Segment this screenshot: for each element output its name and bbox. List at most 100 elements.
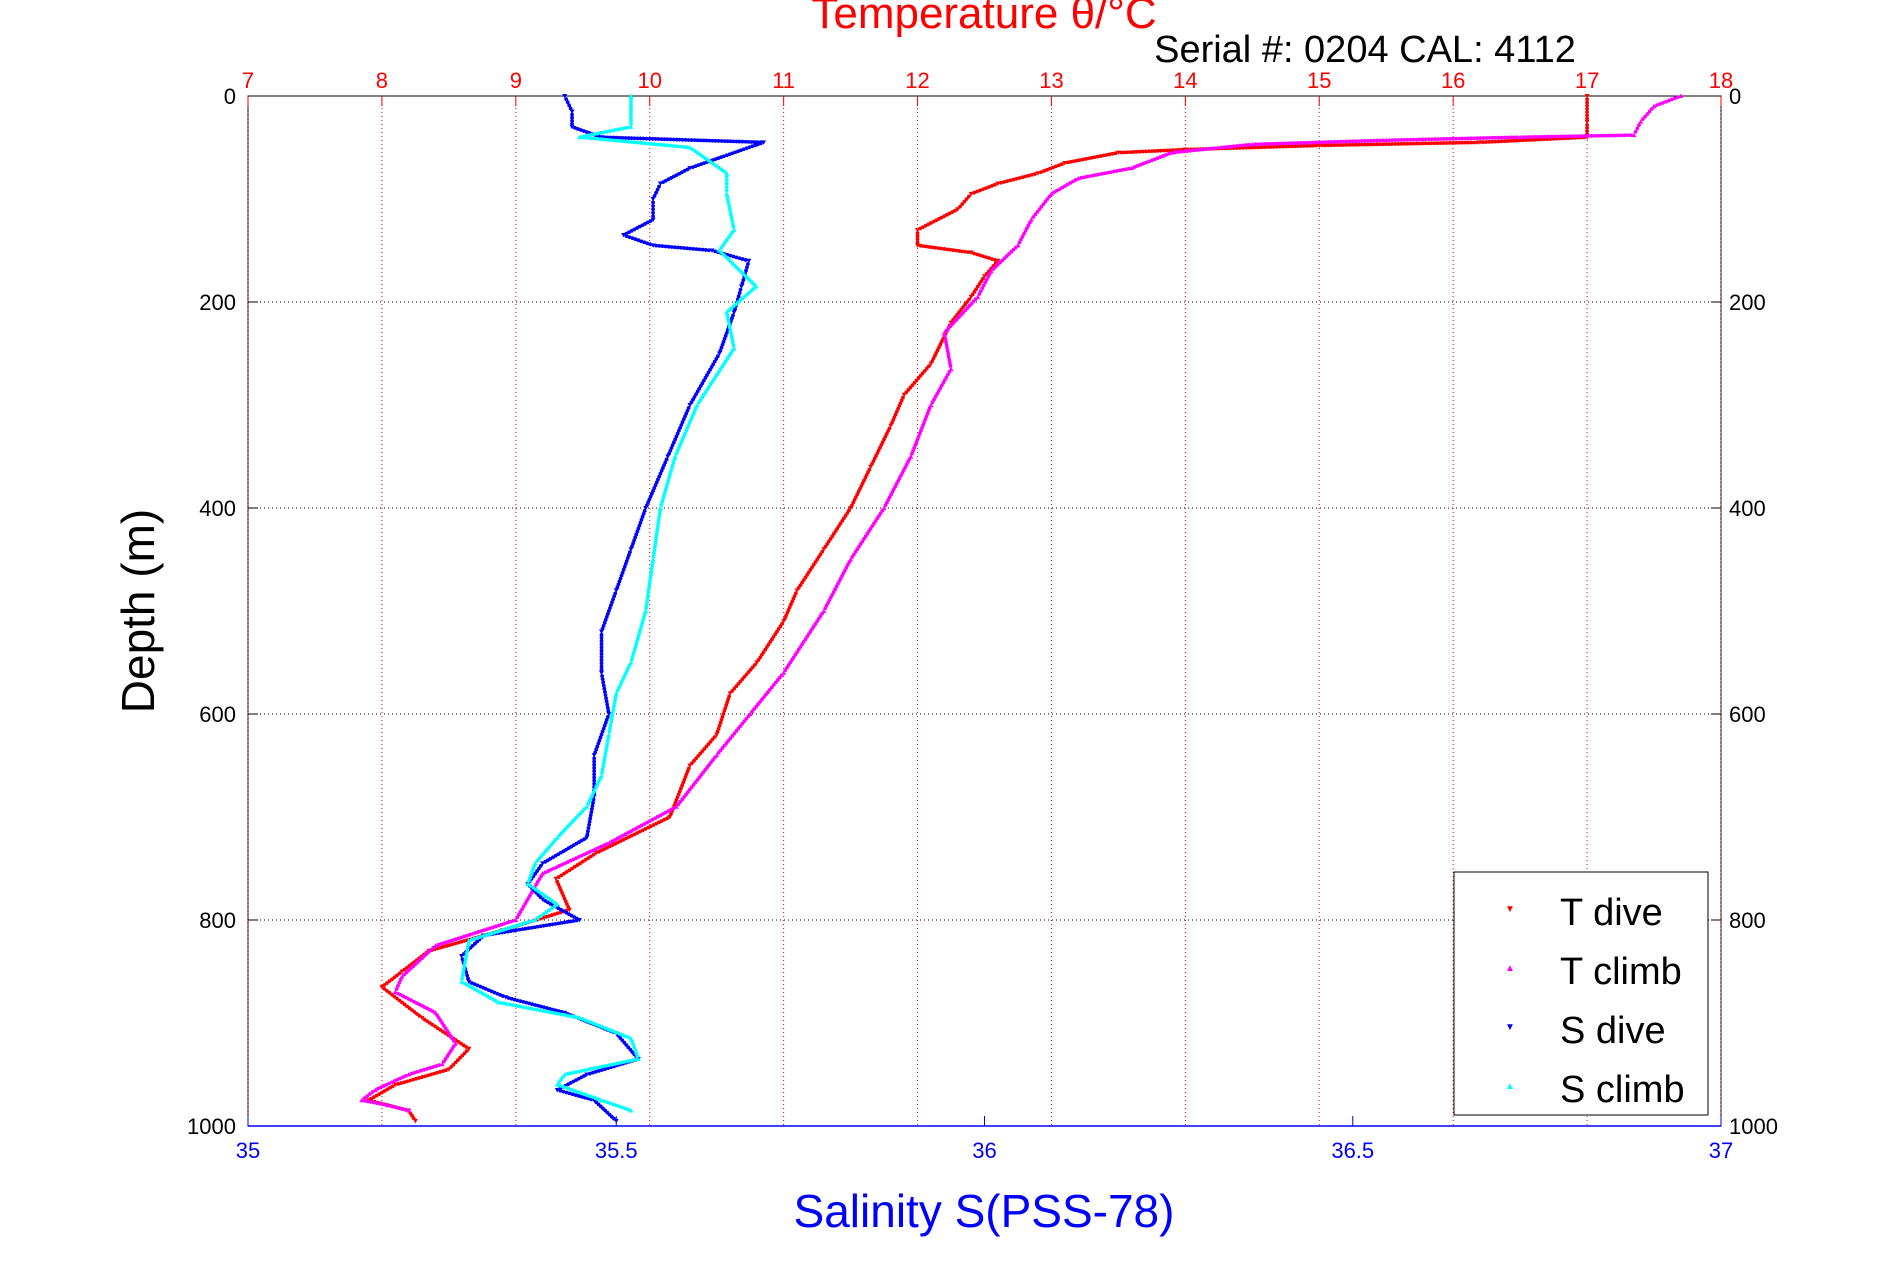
data-point — [1520, 138, 1525, 143]
data-point — [610, 839, 615, 844]
data-point — [417, 1076, 422, 1080]
data-point — [611, 707, 616, 712]
data-point — [926, 408, 931, 413]
data-point — [1471, 140, 1476, 145]
data-point — [986, 274, 991, 279]
data-point — [438, 1070, 442, 1074]
data-point — [553, 1008, 558, 1013]
data-point — [628, 547, 634, 552]
data-point — [505, 920, 510, 925]
data-point — [592, 756, 597, 761]
data-point — [960, 249, 965, 254]
data-point — [1387, 138, 1392, 143]
data-point — [570, 115, 574, 120]
data-point — [644, 136, 649, 141]
data-point — [915, 231, 920, 235]
data-point — [688, 246, 693, 251]
data-point — [606, 712, 612, 717]
data-point — [990, 183, 994, 188]
data-point — [634, 532, 639, 537]
data-point — [1664, 99, 1668, 104]
data-point — [629, 140, 634, 144]
data-point — [605, 702, 610, 707]
data-point — [529, 1006, 534, 1011]
data-point — [680, 137, 685, 142]
data-point — [605, 1100, 610, 1105]
data-point — [584, 130, 589, 134]
legend-label: T dive — [1560, 892, 1663, 934]
data-point — [396, 1106, 401, 1110]
data-point — [1329, 140, 1334, 144]
data-point — [620, 570, 625, 575]
data-point — [963, 249, 968, 254]
data-point — [727, 206, 732, 211]
data-point — [1598, 133, 1603, 138]
data-point — [602, 620, 607, 625]
legend-box — [1453, 871, 1709, 1116]
data-point — [967, 297, 972, 302]
data-point — [631, 651, 636, 656]
data-point — [482, 928, 487, 933]
data-point — [527, 1001, 532, 1006]
data-point — [727, 691, 733, 696]
data-point — [629, 121, 633, 126]
data-point — [415, 1069, 420, 1074]
data-point — [573, 126, 577, 130]
data-point — [936, 246, 941, 251]
data-point — [665, 481, 670, 486]
data-point — [1441, 141, 1446, 145]
data-point — [453, 941, 458, 946]
data-point — [678, 144, 683, 149]
data-point — [374, 1101, 379, 1106]
data-point — [602, 723, 607, 728]
data-point — [655, 530, 659, 535]
data-point — [695, 151, 700, 155]
data-point — [632, 538, 637, 543]
data-point — [447, 943, 452, 948]
data-point — [608, 726, 612, 731]
data-point — [930, 400, 935, 405]
data-point — [1158, 155, 1163, 159]
data-point — [659, 137, 664, 142]
data-point — [669, 446, 674, 450]
data-point — [613, 694, 618, 699]
data-point — [601, 761, 606, 766]
data-point — [523, 926, 528, 931]
data-point — [1366, 138, 1370, 143]
data-point — [379, 984, 385, 990]
data-point — [530, 918, 535, 923]
data-point — [729, 215, 734, 220]
data-point — [1326, 140, 1331, 144]
data-point — [438, 945, 443, 950]
data-point — [948, 364, 953, 368]
data-point — [1459, 140, 1464, 145]
data-point — [1356, 139, 1361, 144]
data-point — [499, 1001, 504, 1005]
data-point — [1496, 139, 1501, 144]
data-point — [730, 340, 735, 345]
data-point — [1635, 126, 1640, 131]
data-point — [1585, 129, 1589, 133]
data-point — [697, 247, 702, 252]
data-point — [629, 115, 633, 120]
data-point — [460, 976, 465, 981]
data-point — [1225, 145, 1230, 149]
data-point — [561, 1089, 566, 1094]
data-point — [423, 1074, 427, 1079]
data-point — [635, 140, 640, 145]
data-point — [620, 135, 625, 140]
data-point — [1523, 138, 1528, 143]
data-point — [654, 243, 659, 248]
data-point — [923, 417, 928, 422]
data-point — [536, 889, 541, 894]
data-point — [437, 1063, 442, 1068]
data-point — [601, 623, 606, 628]
data-point — [1512, 135, 1516, 140]
data-point — [664, 484, 669, 489]
data-point — [730, 218, 735, 223]
data-point — [1323, 143, 1328, 148]
data-point — [915, 243, 921, 248]
data-point — [932, 397, 936, 402]
temperature-tick-label: 15 — [1307, 68, 1331, 93]
data-point — [1329, 143, 1334, 148]
